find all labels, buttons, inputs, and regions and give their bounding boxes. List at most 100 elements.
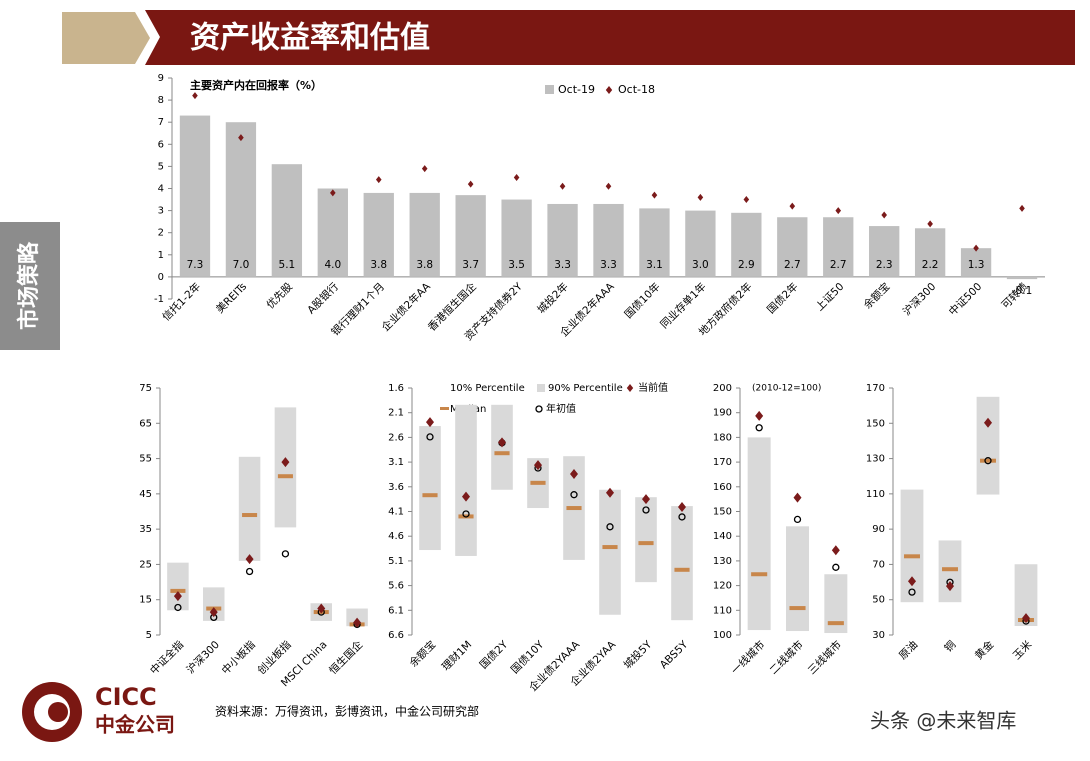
x-tick-label: 一线城市 bbox=[729, 638, 768, 677]
x-tick-label: 优先股 bbox=[264, 280, 296, 312]
value-label: 3.7 bbox=[462, 259, 479, 271]
y-tick-label: 150 bbox=[866, 418, 885, 429]
source-note: 资料来源：万得资讯，彭博资讯，中金公司研究部 bbox=[215, 704, 479, 719]
x-tick-label: 余额宝 bbox=[407, 638, 438, 669]
value-label: 2.3 bbox=[876, 259, 893, 271]
median-mark bbox=[942, 567, 958, 572]
value-label: 3.0 bbox=[692, 259, 709, 271]
current-marker bbox=[793, 492, 802, 503]
current-marker bbox=[317, 603, 326, 614]
y-tick-label: 9 bbox=[158, 73, 164, 84]
median-mark bbox=[789, 606, 806, 611]
bar bbox=[639, 208, 670, 277]
bar bbox=[409, 192, 440, 277]
marker bbox=[513, 173, 520, 181]
bar bbox=[317, 188, 348, 277]
chart-note: (2010-12=100) bbox=[752, 384, 821, 394]
marker bbox=[238, 134, 244, 142]
x-tick-label: 中证500 bbox=[946, 280, 984, 318]
legend-swatch bbox=[605, 86, 613, 94]
x-tick-label: 沪深300 bbox=[900, 280, 938, 318]
bar bbox=[914, 228, 946, 277]
median-mark bbox=[751, 572, 768, 577]
range-bar bbox=[238, 456, 261, 561]
marker bbox=[927, 220, 933, 228]
marker bbox=[743, 196, 750, 204]
value-label: 4.0 bbox=[324, 259, 341, 271]
current-marker bbox=[281, 457, 290, 468]
year-start-marker bbox=[793, 515, 802, 524]
median-mark bbox=[277, 474, 293, 479]
year-start-marker bbox=[245, 567, 254, 576]
y-tick-label: 75 bbox=[139, 383, 152, 394]
year-start-marker bbox=[174, 603, 182, 612]
range-bar bbox=[1014, 564, 1038, 627]
bar bbox=[179, 115, 211, 277]
y-tick-label: 170 bbox=[866, 383, 885, 394]
y-tick-label: 190 bbox=[713, 408, 732, 419]
marker bbox=[375, 176, 382, 184]
y-tick-label: 0 bbox=[158, 272, 164, 283]
range-bar bbox=[938, 540, 962, 603]
bar bbox=[1006, 276, 1038, 280]
marker bbox=[881, 211, 887, 219]
bar bbox=[869, 226, 900, 277]
current-marker bbox=[1022, 613, 1030, 624]
current-marker bbox=[245, 554, 254, 565]
median-mark bbox=[638, 541, 654, 546]
range-bar bbox=[824, 574, 848, 634]
year-start-marker bbox=[606, 523, 614, 531]
range-bar bbox=[346, 608, 368, 627]
x-tick-label: 上证50 bbox=[814, 281, 847, 314]
y-tick-label: 1 bbox=[158, 250, 164, 261]
x-tick-label: 三线城市 bbox=[805, 638, 844, 677]
median-mark bbox=[530, 480, 546, 485]
header-banner bbox=[145, 10, 1075, 65]
y-tick-label: 110 bbox=[866, 489, 885, 500]
range-bar bbox=[599, 489, 621, 615]
y-tick-label: 6.1 bbox=[388, 605, 404, 616]
year-start-marker bbox=[755, 424, 763, 432]
y-tick-label: 2 bbox=[158, 228, 164, 239]
header-title: 资产收益率和估值 bbox=[190, 21, 430, 56]
logo: CICC 中金公司 bbox=[22, 682, 175, 742]
marker bbox=[973, 244, 979, 252]
median-mark bbox=[494, 451, 510, 456]
marker bbox=[1019, 204, 1025, 212]
current-marker bbox=[755, 410, 764, 421]
y-tick-label: 30 bbox=[872, 630, 885, 641]
marker bbox=[651, 191, 658, 199]
median-mark bbox=[602, 545, 618, 550]
y-tick-label: 65 bbox=[139, 418, 152, 429]
legend-swatch bbox=[440, 384, 448, 392]
value-label: 7.0 bbox=[233, 259, 250, 271]
y-tick-label: 170 bbox=[713, 457, 732, 468]
x-tick-label: 同业存单1年 bbox=[658, 280, 709, 331]
median-mark bbox=[827, 621, 844, 626]
year-start-marker bbox=[642, 506, 650, 514]
watermark: 头条 @未来智库 bbox=[870, 709, 1016, 733]
x-tick-label: 城投2年 bbox=[535, 280, 571, 316]
x-tick-label: 黄金 bbox=[972, 638, 996, 662]
bar bbox=[363, 192, 394, 277]
current-marker bbox=[173, 591, 182, 602]
x-tick-label: 玉米 bbox=[1010, 638, 1034, 662]
y-tick-label: 2.1 bbox=[388, 408, 404, 419]
range-bar bbox=[671, 506, 693, 621]
x-tick-label: 中证全指 bbox=[147, 638, 186, 677]
current-marker bbox=[570, 468, 578, 479]
value-label: 1.3 bbox=[968, 259, 985, 271]
legend-label: 10% Percentile bbox=[450, 383, 525, 394]
bar bbox=[547, 203, 578, 277]
bar bbox=[455, 195, 486, 277]
year-start-marker bbox=[462, 510, 470, 518]
y-tick-label: 180 bbox=[713, 432, 732, 443]
value-label: 3.3 bbox=[554, 259, 571, 271]
range-bar bbox=[274, 407, 297, 528]
value-label: 3.8 bbox=[370, 259, 387, 271]
median-mark bbox=[904, 554, 920, 559]
x-tick-label: 余额宝 bbox=[861, 280, 892, 311]
y-tick-label: 2.6 bbox=[388, 432, 404, 443]
x-tick-label: 铜 bbox=[942, 639, 958, 655]
